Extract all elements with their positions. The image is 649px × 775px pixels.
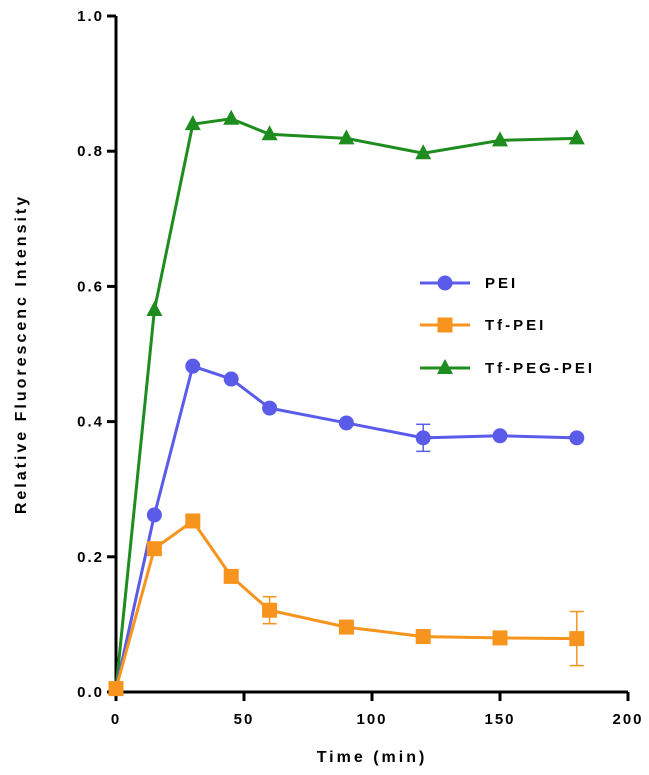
data-point bbox=[261, 125, 278, 141]
data-point bbox=[185, 513, 201, 529]
data-point bbox=[146, 301, 163, 317]
legend-label: Tf-PEG-PEI bbox=[485, 360, 595, 377]
data-point bbox=[223, 109, 240, 125]
legend: PEI Tf-PEI Tf-PEG-PEI bbox=[420, 275, 595, 377]
plot-area: 0 50 100 150 200 0.0 0.2 0.4 0.6 0.8 1.0 bbox=[77, 8, 643, 728]
legend-item-tf-peg-pei: Tf-PEG-PEI bbox=[420, 359, 595, 377]
legend-label: Tf-PEI bbox=[485, 317, 546, 334]
y-tick-label: 0.2 bbox=[77, 549, 104, 566]
legend-marker bbox=[437, 317, 453, 333]
legend-item-tf-pei: Tf-PEI bbox=[420, 317, 546, 334]
series-tf-pei bbox=[108, 513, 585, 697]
data-point bbox=[262, 400, 278, 416]
data-point bbox=[223, 568, 239, 584]
legend-marker bbox=[437, 359, 453, 374]
y-tick-label: 0.0 bbox=[77, 684, 104, 701]
x-tick-label: 100 bbox=[356, 711, 387, 728]
legend-label: PEI bbox=[485, 275, 518, 292]
data-point bbox=[338, 415, 354, 431]
x-axis-ticks: 0 50 100 150 200 bbox=[111, 692, 643, 728]
y-tick-label: 0.8 bbox=[77, 143, 104, 160]
data-point bbox=[415, 430, 431, 446]
y-tick-label: 0.4 bbox=[77, 414, 104, 431]
series-layer bbox=[108, 109, 585, 697]
x-tick-label: 0 bbox=[111, 711, 121, 728]
data-point bbox=[415, 629, 431, 645]
data-point bbox=[492, 131, 508, 147]
x-tick-label: 150 bbox=[484, 711, 515, 728]
data-point bbox=[108, 681, 124, 697]
y-axis-title: Relative Fluorescenc Intensity bbox=[13, 194, 30, 514]
data-point bbox=[338, 619, 354, 635]
data-point bbox=[338, 129, 355, 145]
data-point bbox=[492, 630, 508, 646]
x-axis-title: Time (min) bbox=[317, 749, 428, 766]
x-tick-label: 200 bbox=[612, 711, 643, 728]
legend-item-pei: PEI bbox=[420, 275, 518, 292]
data-point bbox=[262, 602, 278, 618]
legend-marker bbox=[437, 275, 453, 291]
y-tick-label: 0.6 bbox=[77, 278, 104, 295]
data-point bbox=[146, 507, 162, 523]
series-tf-peg-pei bbox=[108, 109, 585, 695]
series-line bbox=[114, 518, 577, 690]
data-point bbox=[415, 144, 432, 160]
series-line bbox=[114, 117, 577, 689]
data-point bbox=[568, 129, 585, 145]
data-point bbox=[569, 631, 585, 647]
y-tick-label: 1.0 bbox=[77, 8, 104, 25]
data-point bbox=[492, 428, 508, 444]
y-axis-ticks: 0.0 0.2 0.4 0.6 0.8 1.0 bbox=[77, 8, 116, 701]
data-point bbox=[223, 371, 239, 387]
series-pei bbox=[108, 358, 585, 697]
x-tick-label: 50 bbox=[234, 711, 255, 728]
data-point bbox=[146, 541, 162, 557]
data-point bbox=[184, 115, 201, 131]
data-point bbox=[569, 430, 585, 446]
data-point bbox=[185, 358, 201, 374]
